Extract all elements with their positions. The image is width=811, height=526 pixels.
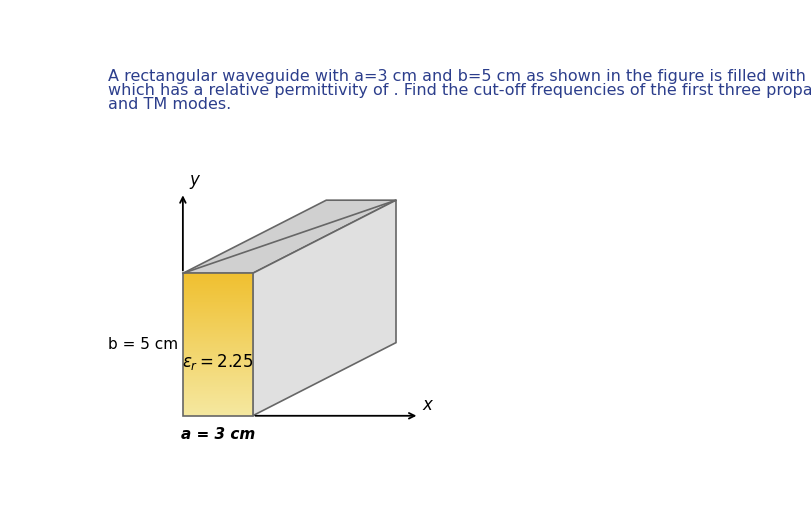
Text: and TM modes.: and TM modes.	[108, 97, 230, 112]
Polygon shape	[252, 200, 396, 416]
Polygon shape	[182, 200, 396, 274]
Text: b = 5 cm: b = 5 cm	[108, 337, 178, 352]
Text: $\varepsilon_r = 2.25$: $\varepsilon_r = 2.25$	[182, 352, 253, 372]
Text: A rectangular waveguide with a=3 cm and b=5 cm as shown in the figure is filled : A rectangular waveguide with a=3 cm and …	[108, 69, 811, 84]
Text: which has a relative permittivity of . Find the cut-off frequencies of the first: which has a relative permittivity of . F…	[108, 83, 811, 98]
Text: a = 3 cm: a = 3 cm	[180, 427, 255, 441]
Text: $y$: $y$	[189, 173, 201, 191]
Text: $x$: $x$	[422, 396, 434, 414]
